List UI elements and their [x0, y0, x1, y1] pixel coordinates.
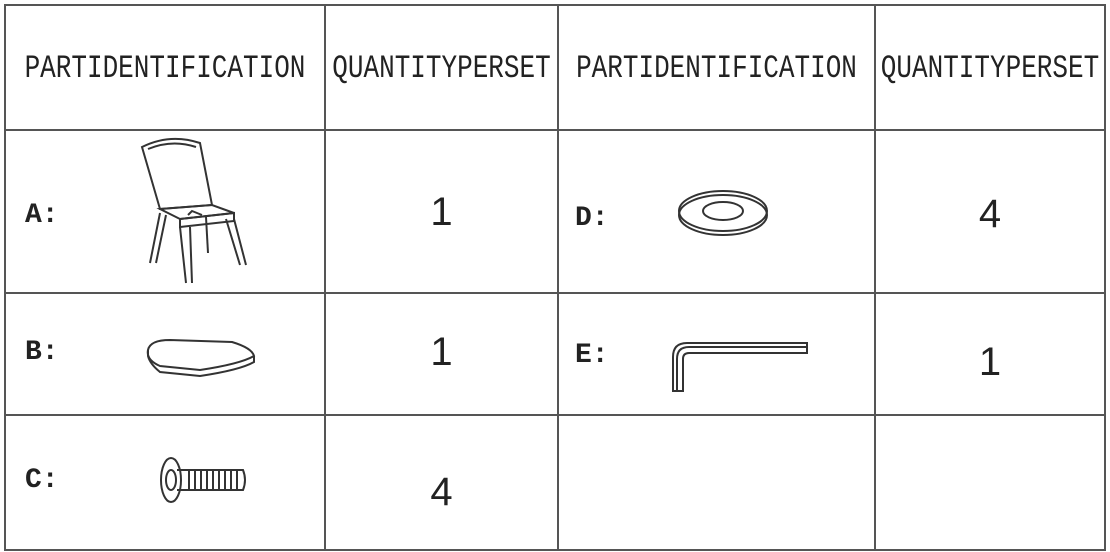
header-cell: QUANTITYPERSET	[332, 48, 551, 87]
allen-key-icon	[672, 342, 808, 392]
quantity: 4	[430, 470, 453, 514]
part-label: D:	[575, 203, 609, 234]
header-cell: PARTIDENTIFICATION	[576, 48, 857, 87]
part-label: E:	[575, 340, 609, 371]
seat-icon	[146, 338, 256, 378]
part-label: C:	[25, 465, 59, 496]
part-label: A:	[25, 200, 59, 231]
part-label: B:	[25, 337, 59, 368]
washer-icon	[678, 190, 768, 236]
quantity: 1	[430, 190, 453, 234]
header-cell: QUANTITYPERSET	[880, 48, 1100, 87]
quantity: 1	[978, 340, 1002, 384]
quantity: 1	[430, 330, 453, 374]
header-cell: PARTIDENTIFICATION	[24, 48, 306, 87]
chair-icon	[140, 137, 247, 284]
bolt-icon	[160, 457, 246, 503]
quantity: 4	[978, 192, 1002, 236]
